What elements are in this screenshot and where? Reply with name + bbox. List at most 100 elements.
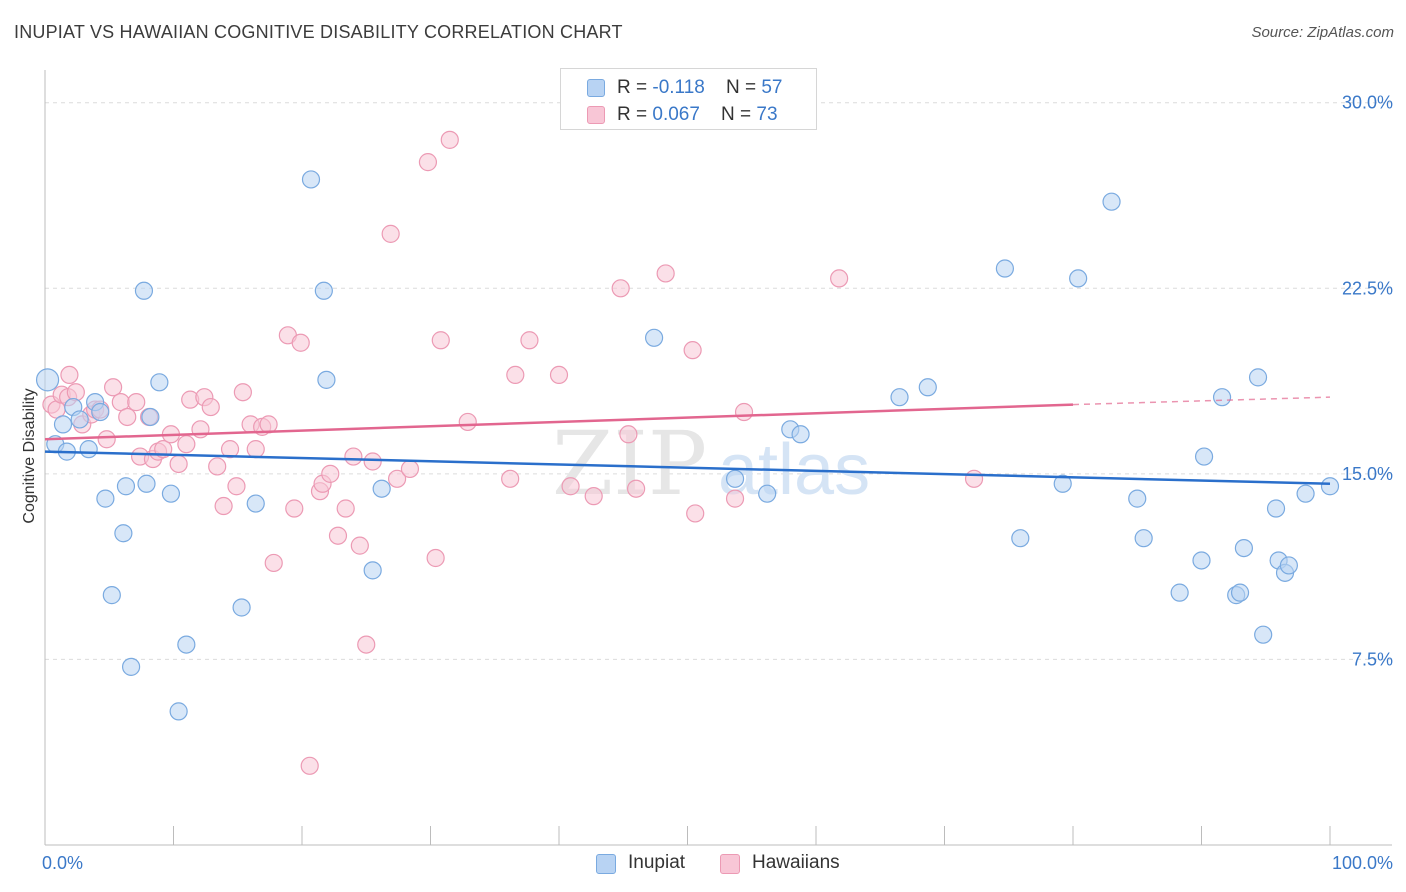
- inupiat-point: [1053, 474, 1072, 493]
- hawaiian-legend-swatch: [720, 854, 740, 874]
- inupiat-point: [35, 368, 60, 392]
- hawaiian-point: [520, 331, 539, 350]
- hawaiian-point: [177, 435, 196, 454]
- inupiat-point: [1134, 529, 1153, 548]
- correlation-legend: R = -0.118 N = 57 R = 0.067 N = 73: [560, 68, 817, 130]
- inupiat-point: [791, 425, 810, 444]
- inupiat-point: [1192, 551, 1211, 570]
- hawaiian-trend-line: [44, 403, 1074, 441]
- inupiat-point: [1296, 484, 1315, 503]
- inupiat-point: [91, 402, 110, 422]
- inupiat-point: [53, 415, 73, 434]
- inupiat-point: [372, 479, 391, 498]
- hawaiian-point: [506, 365, 525, 385]
- inupiat-point: [102, 586, 121, 605]
- hawaiian-point: [336, 499, 355, 518]
- hawaiian-point: [426, 548, 445, 568]
- inupiat-point: [363, 561, 382, 580]
- y-tick-label: 22.5%: [1342, 278, 1393, 298]
- hawaiian-swatch: [587, 106, 605, 124]
- tick-labels: 7.5% 15.0% 22.5% 30.0% 0.0% 100.0%: [42, 93, 1393, 873]
- inupiat-point: [1266, 499, 1286, 518]
- hawaiian-point: [458, 412, 477, 432]
- legend-text-inupiat: R = -0.118 N = 57: [617, 77, 783, 98]
- inupiat-point: [1279, 556, 1298, 575]
- hawaiian-point: [830, 269, 849, 288]
- hawaiian-point: [561, 477, 580, 496]
- hawaiian-point: [626, 479, 646, 498]
- hawaiian-point: [611, 279, 630, 298]
- hawaiian-point: [104, 378, 123, 397]
- hawaiian-point: [127, 393, 146, 412]
- inupiat-point: [121, 657, 141, 676]
- hawaiian-point: [357, 635, 376, 654]
- inupiat-point: [169, 702, 188, 721]
- y-tick-label: 30.0%: [1342, 93, 1393, 113]
- hawaiian-point: [97, 430, 116, 449]
- hawaiian-point: [291, 333, 310, 352]
- hawaiian-point: [381, 224, 400, 243]
- inupiat-points: [35, 170, 1340, 721]
- inupiat-legend-swatch: [596, 854, 616, 874]
- inupiat-point: [995, 259, 1014, 278]
- inupiat-point: [1194, 447, 1214, 466]
- inupiat-point: [758, 484, 777, 503]
- inupiat-point: [890, 388, 909, 407]
- hawaiian-point: [233, 383, 252, 402]
- inupiat-point: [1102, 192, 1121, 211]
- y-tick-label: 15.0%: [1342, 464, 1393, 484]
- axes: [44, 70, 1392, 846]
- x-tick-label: 100.0%: [1332, 853, 1393, 873]
- hawaiian-point: [501, 469, 520, 488]
- x-tick-label: 0.0%: [42, 853, 83, 873]
- hawaiian-point: [686, 504, 705, 523]
- hawaiian-point: [328, 526, 348, 545]
- hawaiian-trend-extension: [1072, 396, 1331, 406]
- inupiat-point: [1320, 477, 1340, 496]
- hawaiian-point: [363, 452, 382, 471]
- hawaiian-point: [584, 487, 603, 506]
- hawaiian-point: [118, 407, 137, 427]
- hawaiian-point: [431, 331, 450, 350]
- inupiat-point: [246, 494, 265, 513]
- inupiat-point: [1248, 368, 1268, 387]
- inupiat-point: [177, 635, 196, 654]
- inupiat-point: [725, 469, 745, 488]
- hawaiian-point: [734, 402, 754, 422]
- source-label: Source: ZipAtlas.com: [1251, 24, 1394, 41]
- grid-lines: [45, 102, 1392, 660]
- hawaiian-point: [300, 756, 319, 775]
- hawaiian-point: [725, 489, 745, 508]
- inupiat-point: [70, 410, 89, 429]
- hawaiian-point: [285, 499, 304, 518]
- hawaiian-point: [264, 553, 283, 573]
- hawaiian-point: [440, 130, 459, 149]
- hawaiian-point: [220, 440, 240, 459]
- inupiat-point: [301, 170, 321, 189]
- hawaiian-point: [964, 469, 984, 488]
- hawaiian-point: [60, 365, 79, 385]
- inupiat-point: [116, 477, 136, 496]
- hawaiian-point: [387, 469, 407, 488]
- inupiat-point: [161, 484, 181, 503]
- hawaiian-point: [227, 477, 246, 496]
- inupiat-point: [137, 474, 156, 493]
- inupiat-point: [114, 524, 133, 543]
- hawaiian-point: [656, 264, 675, 283]
- hawaiian-point: [350, 536, 369, 555]
- hawaiian-point: [418, 153, 438, 172]
- inupiat-point: [1069, 269, 1088, 288]
- chart-title: INUPIAT VS HAWAIIAN COGNITIVE DISABILITY…: [14, 22, 623, 42]
- inupiat-point: [1234, 538, 1254, 558]
- hawaiian-point: [214, 496, 233, 516]
- hawaiian-point: [321, 464, 340, 483]
- y-tick-label: 7.5%: [1352, 649, 1393, 669]
- hawaiian-point: [169, 454, 188, 474]
- hawaiian-point: [400, 459, 420, 479]
- inupiat-point: [314, 281, 333, 300]
- inupiat-point: [1128, 489, 1147, 508]
- inupiat-trend-line: [44, 450, 1331, 486]
- inupiat-point: [317, 370, 336, 389]
- y-axis-label: Cognitive Disability: [21, 388, 38, 523]
- inupiat-point: [644, 328, 664, 347]
